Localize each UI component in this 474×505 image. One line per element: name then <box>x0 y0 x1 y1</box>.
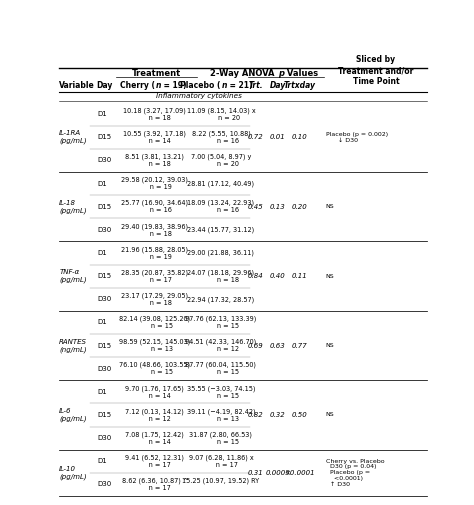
Text: D30: D30 <box>98 227 112 233</box>
Text: Cherry vs. Placebo
  D30 (p = 0.04)
  Placebo (p =
    <0.0001)
  ↑ D30: Cherry vs. Placebo D30 (p = 0.04) Placeb… <box>326 459 384 487</box>
Text: = 21): = 21) <box>227 81 252 90</box>
Text: 0.32: 0.32 <box>270 412 286 418</box>
Text: 0.40: 0.40 <box>270 273 286 279</box>
Text: 23.44 (15.77, 31.12): 23.44 (15.77, 31.12) <box>187 227 255 233</box>
Text: Day: Day <box>96 81 112 90</box>
Text: 0.69: 0.69 <box>248 342 264 348</box>
Text: D30: D30 <box>98 481 112 487</box>
Text: p: p <box>279 69 284 78</box>
Text: NS: NS <box>326 274 334 279</box>
Text: Day: Day <box>270 81 286 90</box>
Text: 0.84: 0.84 <box>248 273 264 279</box>
Text: IL-18
(pg/mL): IL-18 (pg/mL) <box>59 199 87 214</box>
Text: 0.63: 0.63 <box>270 342 286 348</box>
Text: Treatment: Treatment <box>132 69 181 78</box>
Text: 0.50: 0.50 <box>292 412 308 418</box>
Text: IL-1RA
(pg/mL): IL-1RA (pg/mL) <box>59 130 87 144</box>
Text: 0.11: 0.11 <box>292 273 308 279</box>
Text: D15: D15 <box>98 412 112 418</box>
Text: D1: D1 <box>98 458 108 464</box>
Text: 76.10 (48.66, 103.55)
       n = 15: 76.10 (48.66, 103.55) n = 15 <box>119 362 190 375</box>
Text: Placebo (p = 0.002)
      ↓ D30: Placebo (p = 0.002) ↓ D30 <box>326 132 388 143</box>
Text: = 19): = 19) <box>161 81 186 90</box>
Text: 0.82: 0.82 <box>248 412 264 418</box>
Text: TNF-α
(pg/mL): TNF-α (pg/mL) <box>59 269 87 283</box>
Text: Cherry (: Cherry ( <box>120 81 155 90</box>
Text: Placebo (: Placebo ( <box>181 81 221 90</box>
Text: 8.22 (5.55, 10.88)
       n = 16: 8.22 (5.55, 10.88) n = 16 <box>191 131 250 144</box>
Text: 0.31: 0.31 <box>248 470 264 476</box>
Text: NS: NS <box>326 343 334 348</box>
Text: D1: D1 <box>98 250 108 256</box>
Text: 0.0005: 0.0005 <box>265 470 290 476</box>
Text: RANTES
(ng/mL): RANTES (ng/mL) <box>59 338 87 352</box>
Text: 15.25 (10.97, 19.52) RY: 15.25 (10.97, 19.52) RY <box>182 478 259 491</box>
Text: 22.94 (17.32, 28.57): 22.94 (17.32, 28.57) <box>187 296 255 302</box>
Text: Sliced by
Treatment and/or
Time Point: Sliced by Treatment and/or Time Point <box>338 56 414 86</box>
Text: 9.07 (6.28, 11.86) x
      n = 17: 9.07 (6.28, 11.86) x n = 17 <box>189 454 253 468</box>
Text: D15: D15 <box>98 134 112 140</box>
Text: 87.77 (60.04, 115.50)
       n = 15: 87.77 (60.04, 115.50) n = 15 <box>185 362 256 375</box>
Text: 0.77: 0.77 <box>292 342 308 348</box>
Text: 29.00 (21.88, 36.11): 29.00 (21.88, 36.11) <box>187 250 255 256</box>
Text: 21.96 (15.88, 28.05)
      n = 19: 21.96 (15.88, 28.05) n = 19 <box>121 246 188 260</box>
Text: Variable: Variable <box>59 81 95 90</box>
Text: 23.17 (17.29, 29.05)
      n = 18: 23.17 (17.29, 29.05) n = 18 <box>121 292 188 306</box>
Text: Values: Values <box>284 69 318 78</box>
Text: D30: D30 <box>98 296 112 302</box>
Text: 8.62 (6.36, 10.87) ^
     n = 17: 8.62 (6.36, 10.87) ^ n = 17 <box>121 478 188 491</box>
Text: D30: D30 <box>98 366 112 372</box>
Text: 28.81 (17.12, 40.49): 28.81 (17.12, 40.49) <box>187 180 255 187</box>
Text: 7.12 (0.13, 14.12)
     n = 12: 7.12 (0.13, 14.12) n = 12 <box>126 408 184 422</box>
Text: 0.45: 0.45 <box>248 204 264 210</box>
Text: 39.11 (−4.19, 82.42)
       n = 13: 39.11 (−4.19, 82.42) n = 13 <box>187 408 255 422</box>
Text: 0.10: 0.10 <box>292 134 308 140</box>
Text: 11.09 (8.15, 14.03) x
        n = 20: 11.09 (8.15, 14.03) x n = 20 <box>186 108 255 121</box>
Text: 82.14 (39.08, 125.20)
       n = 15: 82.14 (39.08, 125.20) n = 15 <box>119 316 190 329</box>
Text: D1: D1 <box>98 389 108 395</box>
Text: 97.76 (62.13, 133.39)
       n = 15: 97.76 (62.13, 133.39) n = 15 <box>185 316 256 329</box>
Text: 98.59 (52.15, 145.03)
       n = 13: 98.59 (52.15, 145.03) n = 13 <box>119 339 191 352</box>
Text: n: n <box>155 81 161 90</box>
Text: 35.55 (−3.03, 74.15)
       n = 15: 35.55 (−3.03, 74.15) n = 15 <box>187 385 255 398</box>
Text: 8.51 (3.81, 13.21)
     n = 18: 8.51 (3.81, 13.21) n = 18 <box>125 154 184 167</box>
Text: 10.55 (3.92, 17.18)
     n = 14: 10.55 (3.92, 17.18) n = 14 <box>123 131 186 144</box>
Text: 9.41 (6.52, 12.31)
     n = 17: 9.41 (6.52, 12.31) n = 17 <box>125 454 184 468</box>
Text: Inflammatory cytokines: Inflammatory cytokines <box>156 93 242 99</box>
Text: D30: D30 <box>98 158 112 164</box>
Text: D1: D1 <box>98 111 108 117</box>
Text: 24.07 (18.18, 29.96)
       n = 18: 24.07 (18.18, 29.96) n = 18 <box>187 269 255 283</box>
Text: 0.13: 0.13 <box>270 204 286 210</box>
Text: Trtxday: Trtxday <box>284 81 316 90</box>
Text: 7.00 (5.04, 8.97) y
       n = 20: 7.00 (5.04, 8.97) y n = 20 <box>191 154 251 167</box>
Text: 29.40 (19.83, 38.96)
      n = 18: 29.40 (19.83, 38.96) n = 18 <box>121 223 188 237</box>
Text: D1: D1 <box>98 181 108 186</box>
Text: n: n <box>222 81 227 90</box>
Text: D15: D15 <box>98 273 112 279</box>
Text: 18.09 (13.24, 22.93)
       n = 16: 18.09 (13.24, 22.93) n = 16 <box>187 200 255 214</box>
Text: IL-10
(pg/mL): IL-10 (pg/mL) <box>59 466 87 480</box>
Text: 0.01: 0.01 <box>270 134 286 140</box>
Text: <0.0001: <0.0001 <box>284 470 315 476</box>
Text: 0.72: 0.72 <box>248 134 264 140</box>
Text: 29.58 (20.12, 39.03)
      n = 19: 29.58 (20.12, 39.03) n = 19 <box>121 177 188 190</box>
Text: 7.08 (1.75, 12.42)
     n = 14: 7.08 (1.75, 12.42) n = 14 <box>126 431 184 445</box>
Text: D30: D30 <box>98 435 112 441</box>
Text: D15: D15 <box>98 204 112 210</box>
Text: 9.70 (1.76, 17.65)
     n = 14: 9.70 (1.76, 17.65) n = 14 <box>126 385 184 398</box>
Text: 10.18 (3.27, 17.09)
     n = 18: 10.18 (3.27, 17.09) n = 18 <box>123 108 186 121</box>
Text: D1: D1 <box>98 319 108 325</box>
Text: 31.87 (2.80, 66.53)
       n = 15: 31.87 (2.80, 66.53) n = 15 <box>190 431 252 445</box>
Text: NS: NS <box>326 413 334 418</box>
Text: 25.77 (16.90, 34.64)
      n = 16: 25.77 (16.90, 34.64) n = 16 <box>121 200 188 214</box>
Text: IL-6
(pg/mL): IL-6 (pg/mL) <box>59 408 87 422</box>
Text: 2-Way ANOVA: 2-Way ANOVA <box>210 69 278 78</box>
Text: 28.35 (20.87, 35.82)
      n = 17: 28.35 (20.87, 35.82) n = 17 <box>121 269 188 283</box>
Text: 0.20: 0.20 <box>292 204 308 210</box>
Text: D15: D15 <box>98 342 112 348</box>
Text: Trt.: Trt. <box>248 81 263 90</box>
Text: NS: NS <box>326 204 334 209</box>
Text: 94.51 (42.33, 146.70)
       n = 12: 94.51 (42.33, 146.70) n = 12 <box>185 339 256 352</box>
